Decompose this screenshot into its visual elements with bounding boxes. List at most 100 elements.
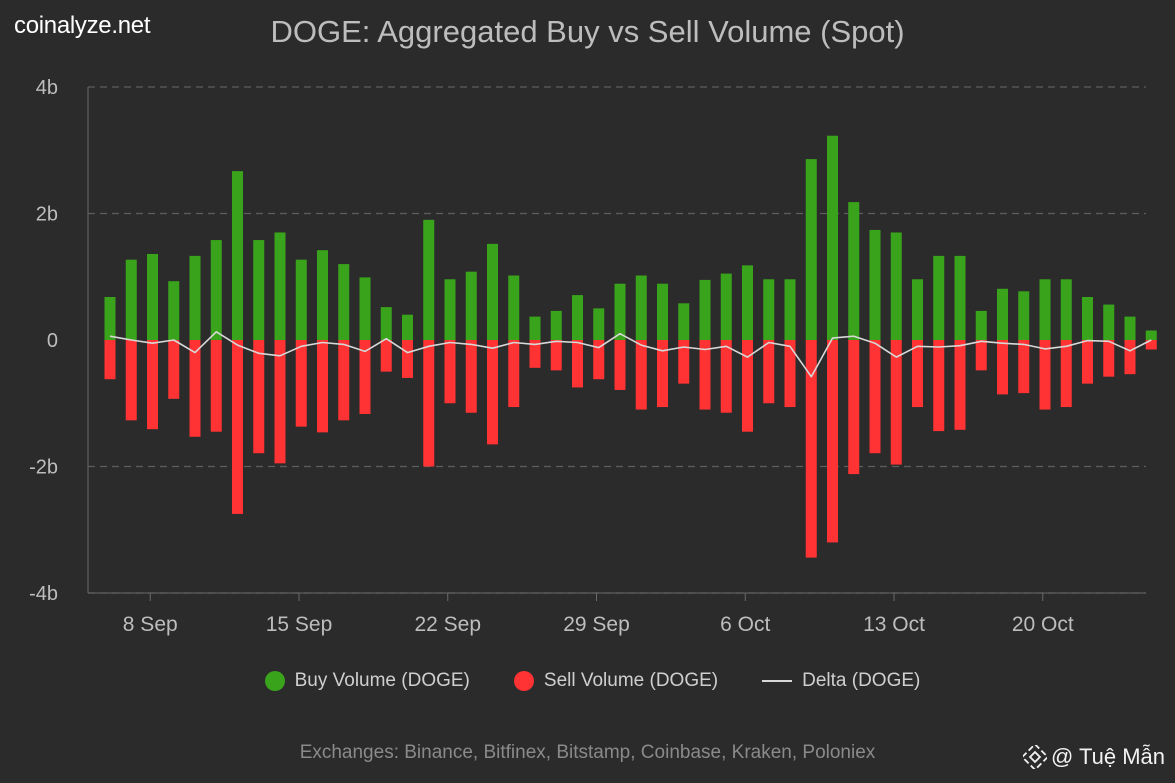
sell-bar bbox=[338, 340, 350, 421]
buy-bar bbox=[402, 314, 413, 340]
sell-bar bbox=[444, 340, 456, 404]
buy-bar bbox=[784, 279, 796, 340]
buy-bar bbox=[720, 273, 732, 340]
sell-bar bbox=[104, 340, 116, 380]
sell-bar bbox=[975, 340, 987, 371]
buy-bar bbox=[912, 279, 923, 340]
sell-bar bbox=[189, 340, 201, 437]
buy-bar bbox=[423, 219, 435, 340]
buy-bar bbox=[1103, 304, 1115, 340]
sell-bar bbox=[1124, 340, 1136, 375]
legend-delta-label: Delta (DOGE) bbox=[802, 670, 921, 691]
sell-bar bbox=[402, 340, 413, 378]
buy-bar bbox=[997, 288, 1008, 340]
sell-bar bbox=[997, 340, 1008, 395]
buy-bar bbox=[487, 243, 498, 340]
legend-item-sell[interactable]: Sell Volume (DOGE) bbox=[513, 670, 719, 692]
sell-bar bbox=[699, 340, 711, 410]
legend: Buy Volume (DOGE) Sell Volume (DOGE) Del… bbox=[0, 670, 1175, 692]
sell-bar bbox=[593, 340, 605, 380]
x-tick-label: 20 Oct bbox=[1012, 613, 1074, 636]
sell-bar bbox=[678, 340, 690, 384]
buy-bar bbox=[890, 232, 902, 340]
bars-group bbox=[104, 135, 1157, 558]
sell-bar bbox=[912, 340, 923, 408]
chart-title: DOGE: Aggregated Buy vs Sell Volume (Spo… bbox=[0, 14, 1175, 50]
buy-bar bbox=[465, 271, 477, 340]
sell-bar bbox=[720, 340, 732, 413]
buy-bar bbox=[827, 135, 838, 340]
sell-bar bbox=[125, 340, 137, 421]
sell-bar bbox=[295, 340, 307, 427]
buy-bar bbox=[614, 283, 626, 340]
buy-bar bbox=[359, 277, 371, 340]
sell-bar bbox=[550, 340, 562, 371]
y-tick-label: 2b bbox=[36, 204, 58, 226]
y-tick-label: -4b bbox=[29, 583, 58, 605]
buy-bar bbox=[508, 275, 520, 340]
buy-bar bbox=[1145, 330, 1157, 340]
buy-bar bbox=[125, 259, 137, 340]
x-tick-label: 8 Sep bbox=[123, 613, 178, 636]
sell-bar bbox=[1082, 340, 1093, 384]
sell-bar bbox=[954, 340, 966, 430]
y-axis: 4b 2b 0 -2b -4b bbox=[29, 77, 89, 605]
buy-bar bbox=[657, 283, 668, 340]
sell-bar bbox=[147, 340, 158, 430]
sell-bar bbox=[317, 340, 328, 433]
buy-dot-icon bbox=[264, 671, 285, 691]
sell-bar bbox=[1018, 340, 1030, 394]
buy-bar bbox=[593, 308, 605, 340]
sell-bar bbox=[465, 340, 477, 413]
legend-sell-label: Sell Volume (DOGE) bbox=[543, 670, 719, 691]
buy-bar bbox=[444, 279, 456, 340]
buy-bar bbox=[104, 296, 116, 340]
legend-item-buy[interactable]: Buy Volume (DOGE) bbox=[264, 670, 470, 692]
buy-bar bbox=[189, 255, 201, 340]
x-tick-label: 13 Oct bbox=[863, 613, 925, 636]
sell-bar bbox=[614, 340, 626, 390]
sell-bar bbox=[784, 340, 796, 408]
buy-bar bbox=[1060, 279, 1072, 340]
buy-bar bbox=[678, 303, 690, 340]
buy-bar bbox=[317, 250, 328, 340]
buy-bar bbox=[1124, 316, 1136, 340]
sell-bar bbox=[487, 340, 498, 445]
buy-bar bbox=[295, 259, 307, 340]
sell-bar bbox=[635, 340, 647, 410]
sell-bar bbox=[508, 340, 520, 408]
buy-bar bbox=[1082, 296, 1093, 340]
y-tick-label: 4b bbox=[36, 77, 58, 99]
buy-bar bbox=[1039, 279, 1051, 340]
sell-bar bbox=[210, 340, 222, 432]
x-axis: 8 Sep 15 Sep 22 Sep 29 Sep 6 Oct 13 Oct 20 Oct bbox=[88, 592, 1146, 636]
sell-bar bbox=[1060, 340, 1072, 408]
buy-bar bbox=[232, 171, 243, 340]
delta-line-icon bbox=[762, 680, 793, 682]
buy-bar bbox=[338, 264, 350, 340]
buy-bar bbox=[274, 232, 286, 340]
buy-bar bbox=[253, 240, 265, 340]
watermark-text: @ Tuệ Mẫn bbox=[1050, 744, 1165, 769]
buy-bar bbox=[147, 253, 158, 340]
chart-canvas: 4b 2b 0 -2b -4b 8 Sep 15 Sep 22 Sep 29 Sep 6 Oct… bbox=[29, 77, 1157, 636]
sell-bar bbox=[1103, 340, 1115, 377]
buy-bar bbox=[954, 255, 966, 340]
buy-bar bbox=[869, 229, 881, 340]
sell-bar bbox=[380, 340, 392, 372]
sell-bar bbox=[572, 340, 583, 388]
chart-title-text: DOGE: Aggregated Buy vs Sell Volume (Spo… bbox=[270, 14, 905, 49]
x-tick-label: 29 Sep bbox=[563, 613, 630, 636]
buy-bar bbox=[210, 240, 222, 340]
y-tick-label: 0 bbox=[47, 330, 58, 352]
buy-bar bbox=[699, 279, 711, 340]
sell-bar bbox=[1145, 340, 1157, 350]
legend-item-delta[interactable]: Delta (DOGE) bbox=[762, 670, 920, 692]
buy-bar bbox=[848, 202, 860, 340]
buy-bar bbox=[635, 275, 647, 340]
sell-bar bbox=[232, 340, 243, 514]
y-tick-label: -2b bbox=[29, 457, 58, 479]
sell-bar bbox=[1039, 340, 1051, 410]
sell-bar bbox=[848, 340, 860, 475]
legend-buy-label: Buy Volume (DOGE) bbox=[294, 670, 470, 691]
